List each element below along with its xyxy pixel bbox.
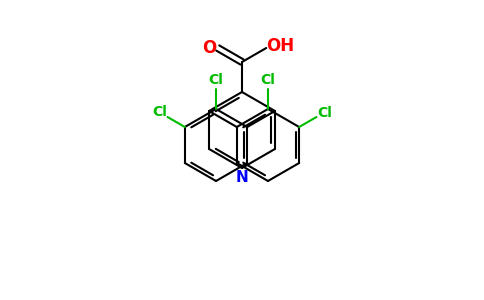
Text: Cl: Cl — [260, 73, 275, 87]
Text: Cl: Cl — [152, 106, 167, 119]
Text: Cl: Cl — [317, 106, 332, 119]
Text: N: N — [236, 169, 248, 184]
Text: Cl: Cl — [209, 73, 224, 87]
Text: O: O — [202, 39, 216, 57]
Text: OH: OH — [266, 37, 294, 55]
